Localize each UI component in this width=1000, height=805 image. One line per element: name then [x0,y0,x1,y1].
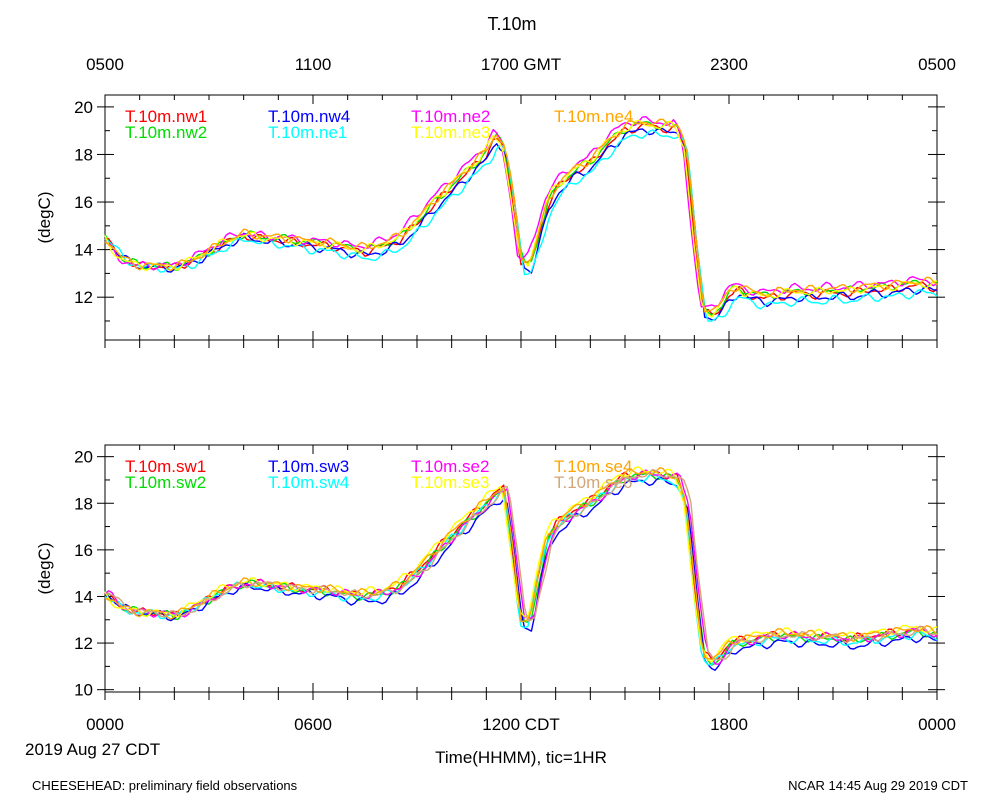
bottom-tick-label: 1200 CDT [482,715,559,734]
series-line-T-10m-ne3 [104,119,938,318]
top-tick-label: 0500 [918,55,956,74]
bottom-tick-label: 0000 [918,715,956,734]
series-line-T-10m-se6 [104,469,938,661]
y-tick-label: 18 [74,145,93,164]
bottom-axis-labels: 0000 0600 1200 CDT 1800 0000 [86,715,956,734]
legend-entry: T.10m.nw1 [125,107,207,126]
top-tick-label: 0500 [86,55,124,74]
bottom-tick-label: 0600 [294,715,332,734]
top-tick-label: 1700 GMT [481,55,561,74]
legend-entry: T.10m.sw1 [125,457,206,476]
y-tick-label: 10 [74,681,93,700]
legend-entry: T.10m.ne2 [411,107,490,126]
series-line-T-10m-sw4 [104,472,938,666]
y-axis-label: (degC) [35,192,54,244]
chart-title: T.10m [487,14,536,34]
y-tick-label: 12 [74,288,93,307]
top-axis-labels: 0500 1100 1700 GMT 2300 0500 [86,55,956,74]
legend-entry: T.10m.sw3 [268,457,349,476]
legend-entry: T.10m.ne1 [268,123,347,142]
legend-entry: T.10m.ne3 [411,123,490,142]
legend-entry: T.10m.se6 [554,473,632,492]
top-tick-label: 1100 [295,55,332,74]
series-line-T-10m-sw2 [104,472,938,666]
bottom-tick-label: 1800 [710,715,748,734]
legend-entry: T.10m.ne4 [554,107,633,126]
series-line-T-10m-ne2 [104,116,938,308]
y-tick-label: 14 [74,587,93,606]
plot-frame [104,444,938,693]
x-axis-label: Time(HHMM), tic=1HR [435,748,607,767]
legend-entry: T.10m.sw2 [125,473,206,492]
legend-entry: T.10m.se4 [554,457,632,476]
legend-entry: T.10m.nw2 [125,123,207,142]
legend-entry: T.10m.se2 [411,457,489,476]
y-tick-label: 16 [74,193,93,212]
series-line-T-10m-se4 [104,467,938,661]
footer-right: NCAR 14:45 Aug 29 2019 CDT [788,778,968,793]
series-line-T-10m-se3 [104,466,938,663]
y-tick-label: 12 [74,634,93,653]
legend-entry: T.10m.sw4 [268,473,349,492]
y-tick-label: 20 [74,448,93,467]
series-line-T-10m-se2 [104,469,938,665]
legend-entry: T.10m.nw4 [268,107,350,126]
series-line-T-10m-ne4 [104,118,938,313]
legend-entry: T.10m.se3 [411,473,489,492]
date-label: 2019 Aug 27 CDT [25,740,160,759]
y-tick-label: 18 [74,494,93,513]
footer-left: CHEESEHEAD: preliminary field observatio… [32,778,298,793]
top-tick-label: 2300 [710,55,748,74]
y-axis-label: (degC) [35,543,54,595]
y-tick-label: 20 [74,98,93,117]
series-line-T-10m-sw1 [104,470,938,661]
bottom-tick-label: 0000 [86,715,124,734]
y-tick-label: 14 [74,241,93,260]
y-tick-label: 16 [74,541,93,560]
